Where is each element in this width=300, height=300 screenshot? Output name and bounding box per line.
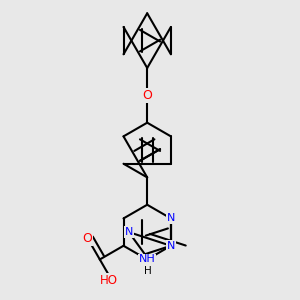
Text: N: N xyxy=(167,241,175,251)
Text: O: O xyxy=(82,232,92,244)
Text: H: H xyxy=(144,266,152,276)
Text: N: N xyxy=(124,227,133,237)
Text: NH: NH xyxy=(139,254,156,265)
Text: N: N xyxy=(167,213,175,224)
Text: HO: HO xyxy=(100,274,118,287)
Text: O: O xyxy=(142,89,152,102)
